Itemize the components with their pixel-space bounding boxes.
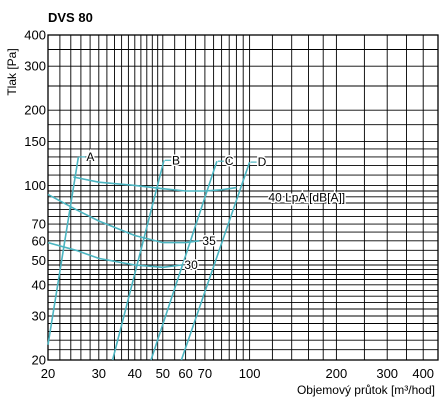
y-tick-label: 200 (24, 103, 46, 118)
y-tick-label: 150 (24, 134, 46, 149)
y-axis-label: Tlak [Pa] (5, 48, 19, 95)
y-tick-label: 60 (32, 233, 46, 248)
x-tick-label: 50 (156, 366, 170, 381)
noise-curve-label: 35 (202, 234, 216, 248)
y-tick-label: 20 (32, 353, 46, 368)
noise-curve-1 (47, 193, 200, 244)
y-tick-label: 400 (24, 28, 46, 43)
x-tick-label: 30 (92, 366, 106, 381)
series-line-d (180, 161, 251, 361)
plot-frame (47, 34, 439, 361)
series-label-c: C (225, 154, 234, 168)
noise-curve-label: 40 LpA [dB[A]] (268, 191, 345, 205)
y-tick-label: 40 (32, 277, 46, 292)
x-tick-label: 60 (178, 366, 192, 381)
y-tick-label: 70 (32, 217, 46, 232)
x-tick-label: 200 (326, 366, 348, 381)
x-tick-label: 100 (239, 366, 261, 381)
grid (47, 34, 439, 361)
series-line-a (47, 156, 80, 345)
x-tick-label: 20 (41, 366, 55, 381)
y-tick-label: 30 (32, 309, 46, 324)
noise-curves-layer: 40 LpA [dB[A]] 35 30 (47, 176, 347, 274)
noise-curve-label: 30 (184, 258, 198, 272)
y-tick-label: 50 (32, 253, 46, 268)
x-axis-label: Objemový průtok [m³/hod] (297, 383, 435, 397)
y-tick-label: 300 (24, 59, 46, 74)
x-tick-label: 70 (198, 366, 212, 381)
tick-labels: 20 30 40 50 60 70 100 200 300 4002030405060701001… (24, 28, 434, 382)
noise-curve-0 (73, 176, 237, 192)
noise-curve-2 (47, 241, 182, 269)
series-label-a: A (86, 150, 94, 164)
chart-title: DVS 80 (48, 10, 93, 25)
series-layer: A B C D (47, 148, 268, 361)
series-line-c (150, 160, 218, 361)
series-line-b (111, 160, 165, 361)
x-tick-label: 40 (128, 366, 142, 381)
x-tick-label: 400 (412, 366, 434, 381)
series-label-d: D (258, 155, 267, 169)
series-label-b: B (172, 153, 180, 167)
x-tick-label: 300 (376, 366, 398, 381)
y-tick-label: 100 (24, 178, 46, 193)
